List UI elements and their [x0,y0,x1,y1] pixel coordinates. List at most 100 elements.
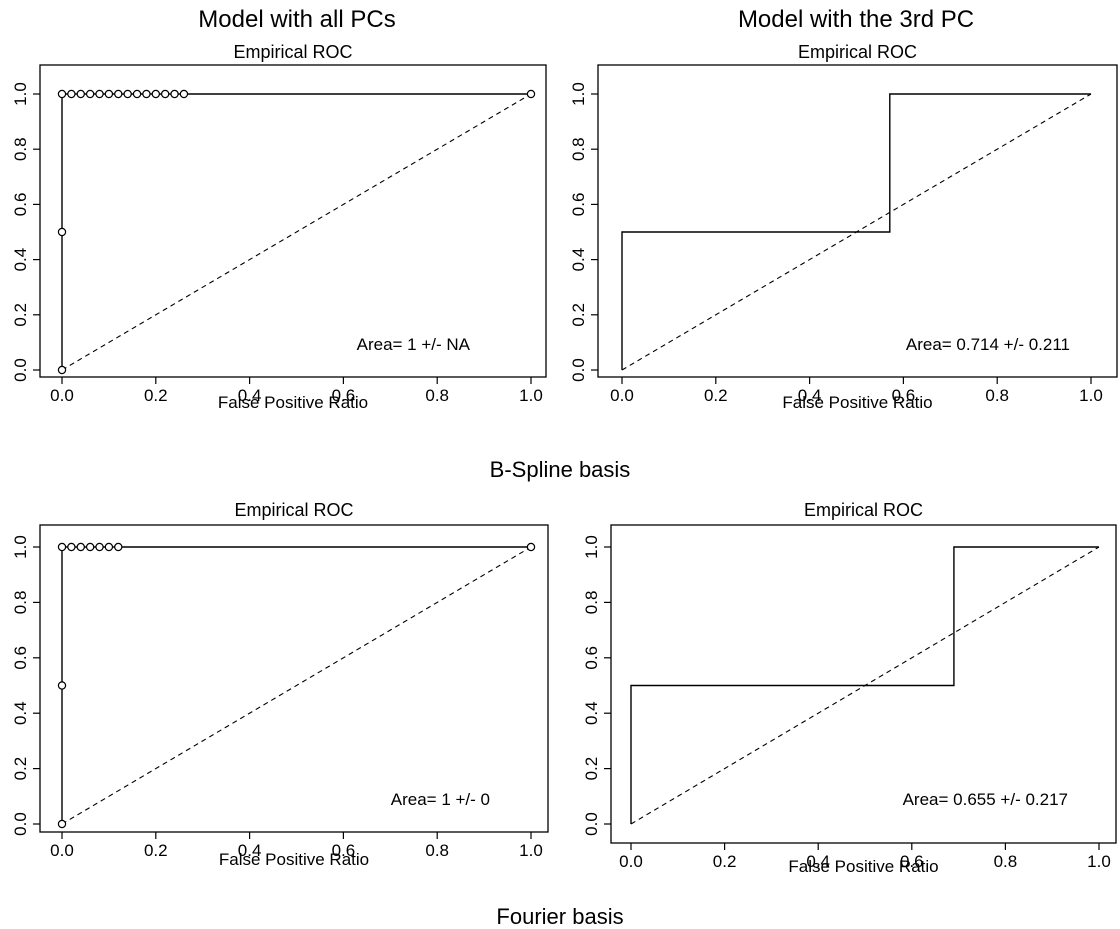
x-tick-label: 0.4 [238,386,262,405]
x-tick-label: 0.0 [610,386,634,405]
x-tick-label: 0.8 [994,852,1018,871]
x-tick-label: 0.2 [144,841,168,860]
plot-frame [610,524,1117,844]
x-tick-label: 0.6 [332,386,356,405]
roc-point [57,227,67,237]
roc-chart-fourier-3rd-pc: Empirical ROC 0.0 0.2 0.4 0.6 0.8 1.0 0.0 0.2 0.4… [582,500,1117,876]
y-tick-label: 0.0 [582,812,601,836]
roc-point [57,819,67,829]
x-tick-label: 0.8 [425,841,449,860]
auc-annotation: Area= 1 +/- NA [357,335,471,354]
y-tick-label: 0.4 [11,701,30,725]
section-label-fourier: Fourier basis [496,904,624,929]
x-tick-label: 1.0 [1079,386,1103,405]
roc-point [57,89,67,99]
roc-point [104,542,114,552]
col-title-3rd-pc: Model with the 3rd PC [737,6,975,33]
x-tick-label: 0.0 [619,852,643,871]
roc-point [114,542,123,552]
x-tick-label: 0.2 [713,852,737,871]
roc-point [160,89,170,99]
roc-point [57,681,67,690]
roc-point [67,89,76,99]
roc-point [85,542,95,552]
y-tick-label: 0.0 [11,358,30,382]
roc-point [67,542,76,552]
roc-point [142,89,151,99]
roc-point [57,542,67,552]
y-tick-label: 1.0 [582,535,601,559]
roc-point [179,89,189,99]
y-tick-label: 1.0 [11,535,30,559]
x-tick-label: 1.0 [519,841,543,860]
chance-diagonal [61,546,532,825]
roc-chart-bspline-3rd-pc: Empirical ROC 0.0 0.2 0.4 0.6 0.8 1.0 0.0 0.2 0.4… [569,42,1118,412]
roc-point [76,542,85,552]
x-tick-label: 0.6 [332,841,356,860]
x-tick-label: 0.0 [50,841,74,860]
y-tick-label: 0.4 [582,701,601,725]
x-tick-label: 0.6 [892,386,916,405]
chart-title: Empirical ROC [798,42,917,62]
chance-diagonal [61,93,532,371]
y-tick-label: 0.2 [11,303,30,327]
roc-point [104,89,114,99]
roc-point [95,542,104,552]
y-tick-label: 0.6 [11,646,30,670]
x-axis-label: False Positive Ratio [219,850,369,869]
roc-point [114,89,123,99]
y-tick-label: 0.0 [11,812,30,836]
x-tick-label: 0.4 [798,386,822,405]
y-tick-label: 0.2 [582,757,601,781]
roc-curve [621,93,1091,370]
section-label-bspline: B-Spline basis [489,457,631,482]
x-tick-label: 1.0 [519,386,543,405]
y-tick-label: 0.4 [11,248,30,272]
x-axis-label: False Positive Ratio [788,857,938,876]
y-tick-label: 0.2 [569,303,588,327]
plot-frame [39,524,549,833]
auc-annotation: Area= 1 +/- 0 [391,790,490,809]
roc-point [85,89,95,99]
x-tick-label: 0.8 [425,386,449,405]
auc-annotation: Area= 0.655 +/- 0.217 [903,790,1068,809]
roc-point [526,89,536,99]
roc-point [132,89,142,99]
roc-point [76,89,85,99]
plot-frame [39,64,547,378]
y-tick-label: 0.8 [11,591,30,615]
y-tick-label: 1.0 [569,82,588,106]
y-tick-label: 0.8 [11,137,30,161]
y-tick-label: 0.6 [569,193,588,217]
y-tick-label: 0.0 [569,358,588,382]
auc-annotation: Area= 0.714 +/- 0.211 [906,335,1070,354]
x-tick-label: 1.0 [1087,852,1111,871]
x-tick-label: 0.0 [50,386,74,405]
roc-point [151,89,160,99]
y-tick-label: 0.6 [11,193,30,217]
roc-point [95,89,104,99]
roc-point [57,365,67,375]
x-tick-label: 0.4 [238,841,262,860]
col-title-all-pcs: Model with all PCs [198,6,396,33]
x-tick-label: 0.2 [144,386,168,405]
roc-point [526,542,536,552]
x-tick-label: 0.8 [985,386,1009,405]
y-tick-label: 1.0 [11,82,30,106]
roc-point [123,89,132,99]
x-tick-label: 0.6 [900,852,924,871]
y-tick-label: 0.4 [569,248,588,272]
y-tick-label: 0.2 [11,757,30,781]
y-tick-label: 0.8 [582,591,601,615]
roc-chart-fourier-all-pcs: Empirical ROC 0.0 0.2 0.4 0.6 0.8 1.0 0.0 0.2 0.4… [11,500,549,869]
chart-title: Empirical ROC [804,500,923,520]
y-tick-label: 0.8 [569,137,588,161]
x-axis-label: False Positive Ratio [782,393,932,412]
plot-frame [597,64,1118,378]
chart-title: Empirical ROC [233,42,352,62]
roc-curve [61,546,531,824]
roc-point [170,89,179,99]
roc-chart-bspline-all-pcs: Empirical ROC 0.0 0.2 0.4 0.6 0.8 1.0 0.0 0.2 0.4… [11,42,547,412]
x-axis-label: False Positive Ratio [218,393,368,412]
roc-curve [630,546,1099,824]
